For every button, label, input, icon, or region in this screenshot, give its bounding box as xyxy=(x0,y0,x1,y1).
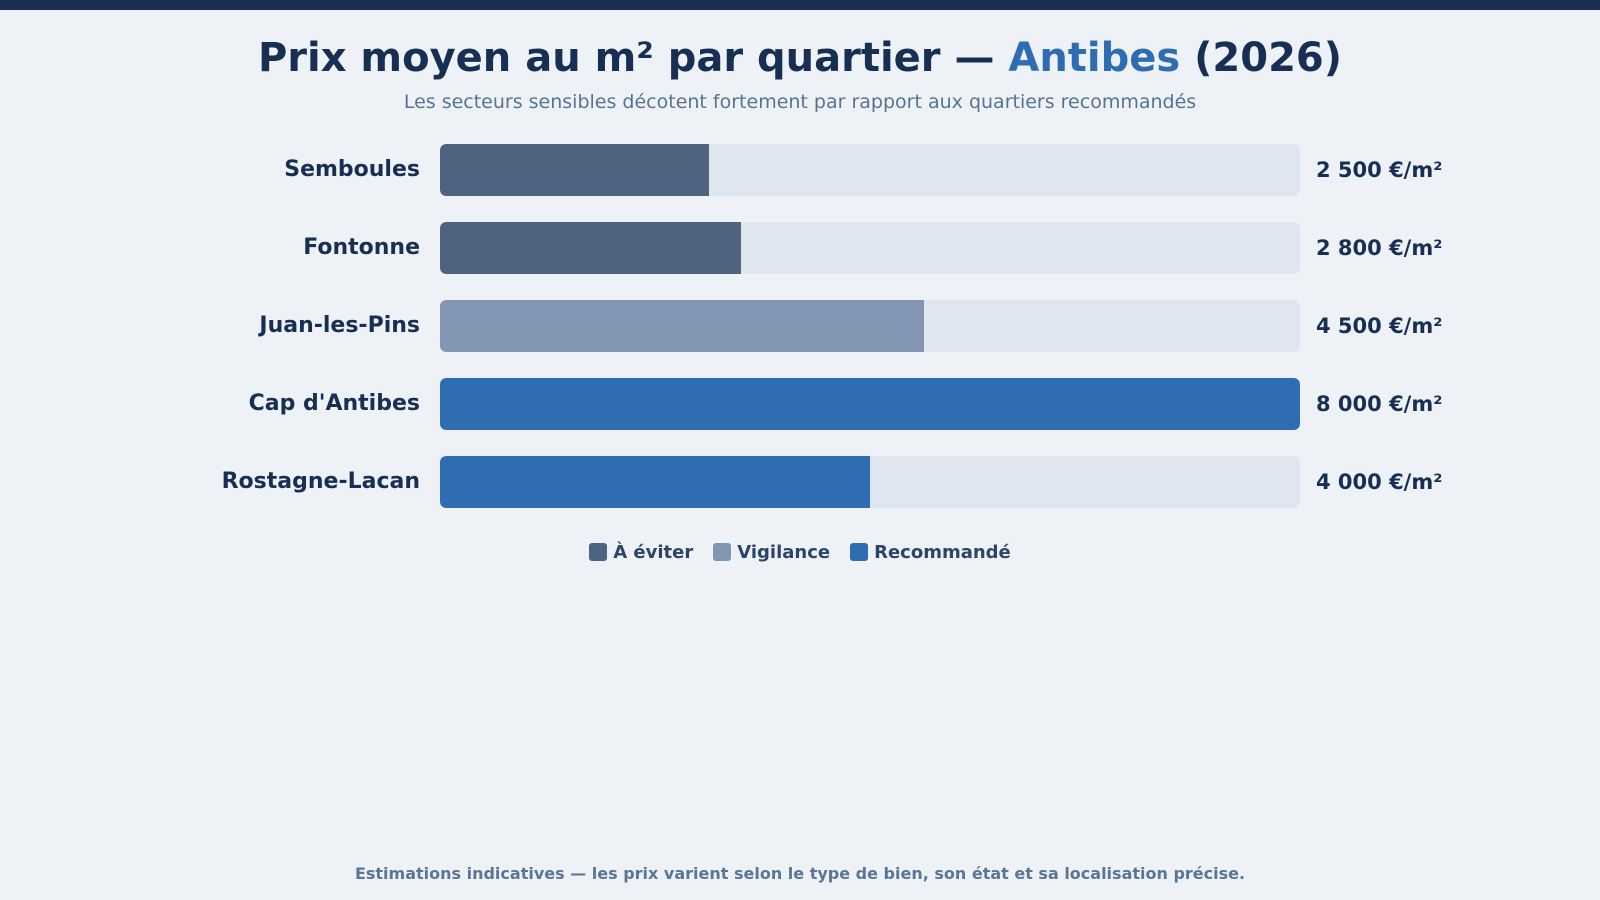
bar-row: Cap d'Antibes 8 000 €/m² xyxy=(0,378,1600,430)
legend-item: Vigilance xyxy=(713,542,830,563)
bar xyxy=(440,378,1300,430)
bar-track xyxy=(440,456,1300,508)
title-suffix: (2026) xyxy=(1180,35,1343,81)
legend-swatch xyxy=(589,543,608,561)
title-city: Antibes xyxy=(1008,35,1181,81)
category-label: Rostagne-Lacan xyxy=(221,469,420,494)
top-accent-bar xyxy=(0,0,1600,10)
bar xyxy=(440,456,870,508)
title-prefix: Prix moyen au m² par quartier — xyxy=(257,35,1009,81)
bar-track xyxy=(440,378,1300,430)
category-label: Fontonne xyxy=(303,235,420,260)
category-label: Semboules xyxy=(284,157,420,182)
chart-legend: À éviter Vigilance Recommandé xyxy=(0,542,1600,563)
value-label: 2 800 €/m² xyxy=(1316,236,1443,260)
legend-swatch xyxy=(713,543,732,561)
value-label: 8 000 €/m² xyxy=(1316,392,1443,416)
category-label: Juan-les-Pins xyxy=(259,313,420,338)
bar xyxy=(440,144,709,196)
footer-note: Estimations indicatives — les prix varie… xyxy=(354,864,1246,883)
bar-row: Semboules 2 500 €/m² xyxy=(0,144,1600,196)
bar xyxy=(440,222,741,274)
bar-row: Rostagne-Lacan 4 000 €/m² xyxy=(0,456,1600,508)
legend-label: Vigilance xyxy=(737,542,831,563)
legend-swatch xyxy=(850,543,869,561)
bar-row: Fontonne 2 800 €/m² xyxy=(0,222,1600,274)
legend-label: Recommandé xyxy=(874,542,1011,563)
legend-item: Recommandé xyxy=(850,542,1011,563)
value-label: 2 500 €/m² xyxy=(1316,158,1443,182)
legend-label: À éviter xyxy=(613,542,694,563)
category-label: Cap d'Antibes xyxy=(248,391,420,416)
bar-track xyxy=(440,222,1300,274)
bar-row: Juan-les-Pins 4 500 €/m² xyxy=(0,300,1600,352)
chart-subtitle: Les secteurs sensibles décotent fortemen… xyxy=(403,91,1197,113)
chart-title: Prix moyen au m² par quartier — Antibes … xyxy=(0,32,1600,84)
bar xyxy=(440,300,924,352)
bar-track xyxy=(440,144,1300,196)
value-label: 4 500 €/m² xyxy=(1316,314,1443,338)
legend-item: À éviter xyxy=(589,542,693,563)
value-label: 4 000 €/m² xyxy=(1316,470,1443,494)
bar-track xyxy=(440,300,1300,352)
